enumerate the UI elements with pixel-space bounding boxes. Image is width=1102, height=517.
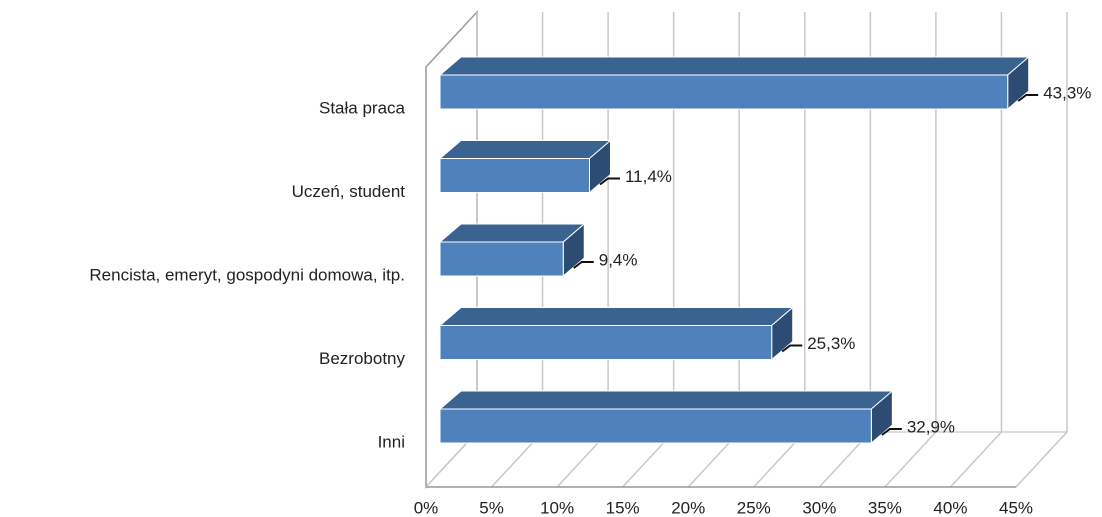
- x-tick-label: 30%: [802, 498, 836, 517]
- bar: [439, 408, 872, 444]
- floor-grid-line: [949, 431, 1002, 488]
- bar-top: [438, 390, 894, 410]
- x-tick-label: 35%: [868, 498, 902, 517]
- bar-top: [438, 307, 795, 326]
- x-tick-label: 25%: [737, 498, 771, 517]
- y-tick-label: Stała praca: [319, 98, 406, 117]
- bar-top: [438, 140, 612, 159]
- leader-line: [599, 177, 620, 186]
- x-tick-label: 0%: [414, 498, 439, 517]
- x-tick-label: 20%: [671, 498, 705, 517]
- value-label: 11,4%: [625, 167, 672, 186]
- floor-grid-line: [1015, 431, 1068, 488]
- bar-top: [438, 223, 586, 243]
- value-label: 25,3%: [807, 334, 855, 353]
- bar: [439, 158, 590, 193]
- y-tick-label: Uczeń, student: [292, 182, 406, 201]
- value-label: 32,9%: [907, 417, 955, 436]
- value-label: 9,4%: [599, 250, 638, 269]
- leader-line: [573, 261, 594, 269]
- leader-line: [881, 428, 902, 436]
- floor-grid-line: [884, 431, 937, 488]
- x-tick-label: 40%: [933, 498, 967, 517]
- x-tick-label: 5%: [479, 498, 504, 517]
- x-tick-label: 10%: [540, 498, 574, 517]
- x-tick-label: 15%: [606, 498, 640, 517]
- x-tick-label: 45%: [999, 498, 1033, 517]
- y-tick-label: Rencista, emeryt, gospodyni domowa, itp.: [89, 265, 405, 284]
- y-tick-label: Inni: [378, 432, 405, 451]
- y-tick-label: Bezrobotny: [319, 349, 405, 368]
- bar: [439, 325, 773, 360]
- bar-top: [438, 56, 1031, 76]
- leader-line: [1017, 94, 1039, 102]
- bar: [439, 241, 564, 277]
- leader-line: [781, 344, 803, 353]
- value-label: 43,3%: [1043, 83, 1091, 102]
- bar: [439, 74, 1009, 110]
